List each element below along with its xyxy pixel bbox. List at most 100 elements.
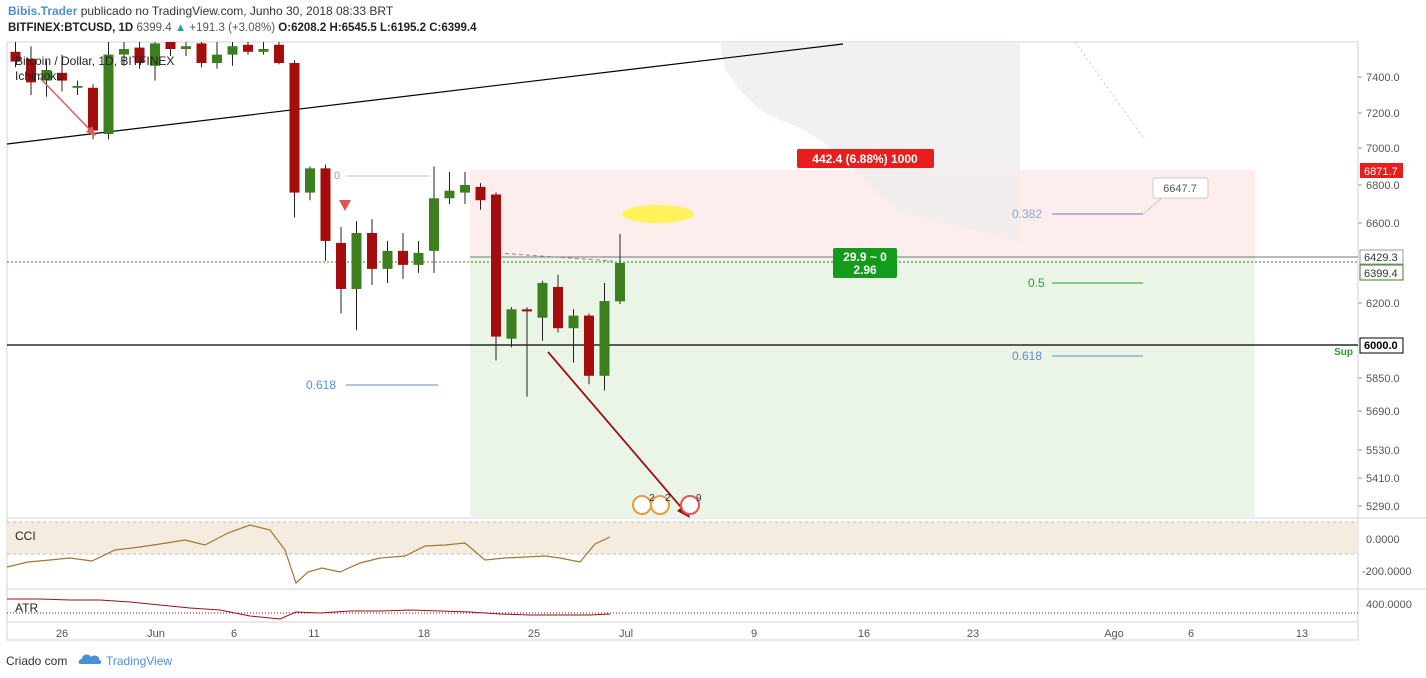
callout-pointer bbox=[1142, 197, 1163, 215]
price-tick-label: 5410.0 bbox=[1366, 473, 1400, 485]
footer-created: Criado com bbox=[6, 654, 68, 668]
price-chart[interactable]: 0.382 0.5 0.618 0.618 0 2 2 9 442.4 (6.8… bbox=[0, 0, 1426, 646]
candle-body bbox=[460, 185, 470, 193]
event-count-3: 9 bbox=[696, 493, 702, 504]
candle-body bbox=[382, 250, 393, 269]
trend-line bbox=[6, 43, 844, 145]
time-tick-label: 6 bbox=[1188, 628, 1194, 640]
profit-zone bbox=[470, 257, 1255, 518]
reward-label-1: 29.9 ~ 0 bbox=[843, 250, 887, 264]
event-count-1: 2 bbox=[649, 493, 655, 504]
candle-body bbox=[196, 43, 207, 63]
fib-618-label: 0.618 bbox=[1012, 349, 1042, 363]
candle-body bbox=[227, 46, 238, 55]
fib-618-left-label: 0.618 bbox=[306, 378, 336, 392]
candle-body bbox=[615, 262, 625, 302]
price-axis[interactable]: 5290.0 5410.0 5530.0 5690.0 5850.0 6200.0 6600… bbox=[1358, 72, 1400, 513]
ohlc-close: C:6399.4 bbox=[429, 22, 477, 34]
down-arrow-drawing bbox=[547, 351, 687, 514]
candle-body bbox=[26, 58, 36, 83]
time-tick-label: 6 bbox=[231, 628, 237, 640]
time-tick-label: 9 bbox=[751, 628, 757, 640]
price-tick-label: 6800.0 bbox=[1366, 180, 1400, 192]
candle-body bbox=[584, 315, 594, 376]
candle-body bbox=[413, 252, 424, 265]
price-tick-label: 5290.0 bbox=[1366, 501, 1400, 513]
chart-header: Bibis.Trader publicado no TradingView.co… bbox=[0, 0, 1426, 40]
candle-body bbox=[367, 232, 377, 269]
author-link[interactable]: Bibis.Trader bbox=[8, 4, 78, 18]
event-icons[interactable]: 2 2 9 bbox=[632, 493, 702, 515]
candle-body bbox=[289, 63, 300, 193]
stop-price-value: 6871.7 bbox=[1364, 166, 1398, 178]
down-arrow-drawing-left bbox=[39, 77, 95, 135]
time-tick-label: 13 bbox=[1296, 628, 1308, 640]
candle-body bbox=[553, 286, 563, 329]
price-tick-label: 5690.0 bbox=[1366, 406, 1400, 418]
cci-label: CCI bbox=[15, 529, 36, 543]
candle-body bbox=[72, 86, 83, 88]
last-price: 6399.4 bbox=[136, 22, 172, 34]
candle-body bbox=[243, 44, 253, 52]
ohlc-low: L:6195.2 bbox=[379, 22, 426, 34]
ichimoku-cloud bbox=[720, 42, 1020, 242]
ohlc-high: H:6545.5 bbox=[329, 22, 377, 34]
fib-5-label: 0.5 bbox=[1028, 276, 1045, 290]
time-tick-label: Jun bbox=[147, 628, 165, 640]
current-price-tag bbox=[1359, 264, 1404, 281]
time-tick-label: 25 bbox=[528, 628, 540, 640]
price-tick-label: 7400.0 bbox=[1366, 72, 1400, 84]
candle-body bbox=[165, 42, 176, 49]
time-axis[interactable]: 26 Jun 6 11 18 25 Jul 9 16 23 Ago 6 13 bbox=[56, 628, 1308, 640]
stop-price-tag bbox=[1360, 163, 1403, 178]
candle-body bbox=[320, 168, 331, 241]
fib-382-label: 0.382 bbox=[1012, 207, 1042, 221]
price-tick-label: 7200.0 bbox=[1366, 108, 1400, 120]
candle-body bbox=[522, 309, 532, 312]
callout-box bbox=[1152, 177, 1209, 199]
callout-label: 6647.7 bbox=[1163, 183, 1197, 195]
candle-body bbox=[41, 70, 52, 81]
candle-body bbox=[475, 186, 486, 201]
support-price-tag bbox=[1359, 337, 1404, 354]
time-tick-label: Jul bbox=[619, 628, 633, 640]
highlight-ellipse bbox=[622, 205, 694, 223]
dashed-projection bbox=[497, 252, 613, 262]
reward-box bbox=[833, 248, 897, 278]
current-price-value: 6399.4 bbox=[1364, 268, 1398, 280]
candles bbox=[10, 42, 625, 397]
time-tick-label: 18 bbox=[418, 628, 430, 640]
candle-body bbox=[134, 47, 145, 63]
candle-body bbox=[212, 54, 222, 63]
entry-price-tag bbox=[1359, 249, 1404, 265]
symbol-name: BITFINEX:BTCUSD, 1D bbox=[8, 22, 134, 34]
candle-body bbox=[119, 49, 129, 55]
time-tick-label: 26 bbox=[56, 628, 68, 640]
event-count-2: 2 bbox=[665, 493, 671, 504]
footer-brand[interactable]: TradingView bbox=[106, 654, 173, 668]
candle-body bbox=[444, 190, 455, 199]
candle-body bbox=[150, 43, 160, 66]
candle-body bbox=[351, 232, 362, 289]
risk-label: 442.4 (6.88%) 1000 bbox=[812, 152, 918, 166]
time-tick-label: 11 bbox=[308, 628, 319, 640]
reward-label-2: 2.96 bbox=[853, 263, 877, 277]
ohlc-open: O:6208.2 bbox=[278, 22, 327, 34]
cci-line bbox=[6, 524, 611, 585]
candle-body bbox=[181, 46, 191, 49]
candle-body bbox=[258, 49, 269, 52]
candle-body bbox=[305, 168, 315, 193]
dotted-projection bbox=[1074, 41, 1146, 141]
price-tick-label: 7000.0 bbox=[1366, 143, 1400, 155]
support-label: Sup bbox=[1334, 347, 1353, 358]
candle-body bbox=[429, 198, 439, 251]
candle-body bbox=[398, 250, 408, 265]
legend-indicator: Ichimoku bbox=[15, 69, 63, 83]
candle-body bbox=[506, 309, 517, 339]
time-tick-label: 23 bbox=[967, 628, 979, 640]
atr-line bbox=[7, 598, 611, 620]
risk-box bbox=[797, 149, 934, 168]
atr-tick-0: 400.0000 bbox=[1366, 599, 1412, 611]
candle-body bbox=[88, 87, 98, 131]
footer: Criado com TradingView bbox=[0, 646, 1426, 678]
